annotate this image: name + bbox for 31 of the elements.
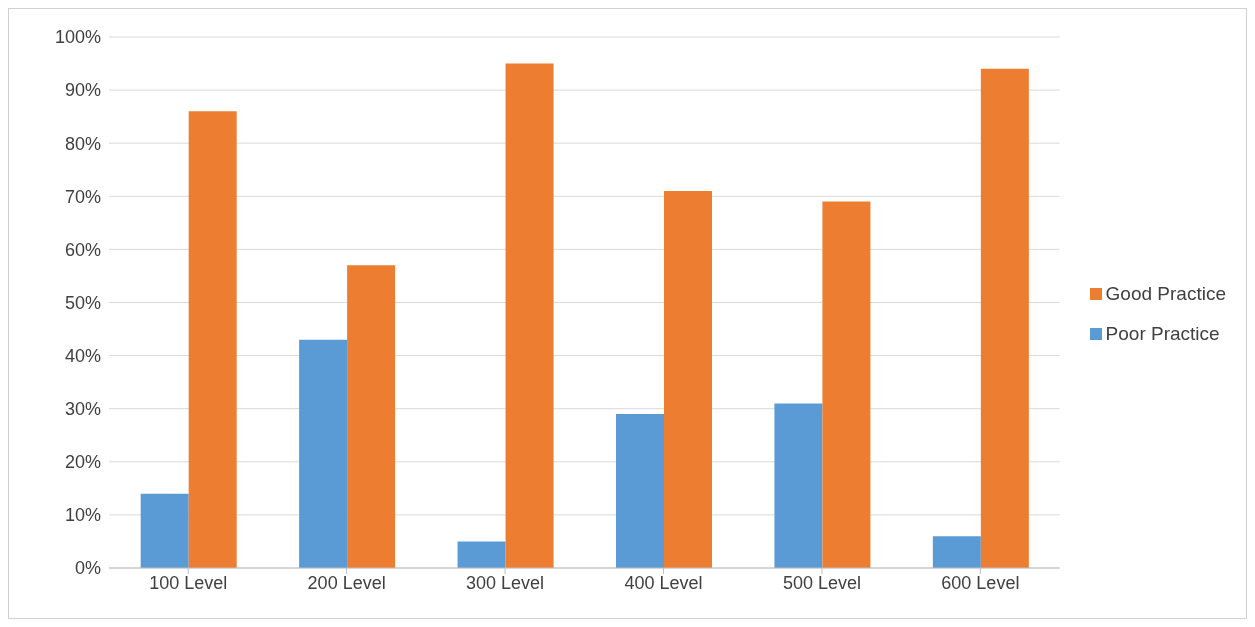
bar xyxy=(615,414,664,568)
y-tick-label: 0% xyxy=(74,558,101,579)
bar xyxy=(457,541,506,568)
y-tick-label: 80% xyxy=(64,133,101,154)
x-tick-label: 600 Level xyxy=(941,572,1020,593)
y-tick-label: 70% xyxy=(64,186,101,207)
bar xyxy=(932,536,981,568)
legend-label: Good Practice xyxy=(1105,282,1226,304)
y-tick-label: 30% xyxy=(64,399,101,420)
bar xyxy=(299,339,348,568)
y-tick-label: 40% xyxy=(64,345,101,366)
y-tick-label: 20% xyxy=(64,452,101,473)
x-tick-label: 100 Level xyxy=(149,572,228,593)
bar xyxy=(774,403,823,568)
bar xyxy=(505,63,554,568)
x-tick-label: 500 Level xyxy=(782,572,861,593)
bar xyxy=(980,68,1029,568)
x-tick-label: 400 Level xyxy=(624,572,703,593)
bar xyxy=(822,201,871,568)
bar xyxy=(347,265,396,568)
y-tick-label: 10% xyxy=(64,505,101,526)
x-tick-label: 300 Level xyxy=(466,572,545,593)
y-tick-label: 90% xyxy=(64,80,101,101)
y-tick-label: 100% xyxy=(54,27,101,48)
bar xyxy=(663,190,712,568)
y-tick-label: 50% xyxy=(64,292,101,313)
bar xyxy=(140,493,189,568)
legend-label: Poor Practice xyxy=(1105,322,1220,344)
bar xyxy=(188,111,237,568)
x-tick-label: 200 Level xyxy=(307,572,386,593)
y-tick-label: 60% xyxy=(64,239,101,260)
